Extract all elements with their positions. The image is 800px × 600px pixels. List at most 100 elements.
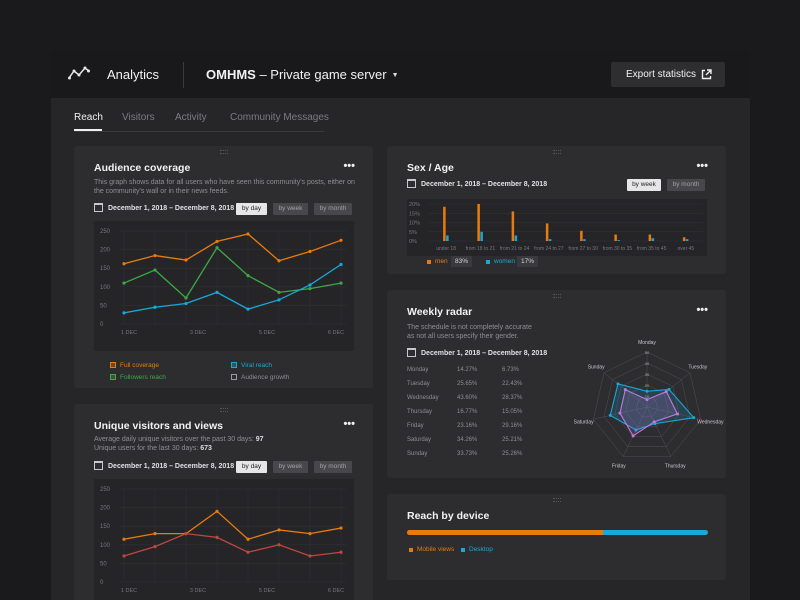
x-tick-label: from 30 to 35 bbox=[603, 246, 633, 252]
radar-axis-label: Monday bbox=[638, 340, 656, 346]
legend-men[interactable]: men bbox=[427, 258, 448, 265]
date-range[interactable]: December 1, 2018 – December 8, 2018 bbox=[407, 348, 547, 357]
radar-series-1 bbox=[619, 388, 679, 437]
tab-reach[interactable]: Reach bbox=[74, 112, 103, 123]
legend-followers-reach[interactable]: Followers reach bbox=[110, 374, 166, 381]
tab-community-messages[interactable]: Community Messages bbox=[230, 112, 329, 123]
radar-tick-label: 40 bbox=[645, 361, 650, 366]
legend-viral-reach[interactable]: Viral reach bbox=[231, 362, 272, 369]
more-dots-icon[interactable]: ••• bbox=[696, 160, 708, 172]
more-dots-icon[interactable]: ••• bbox=[343, 418, 355, 430]
drag-handle-icon[interactable] bbox=[552, 150, 561, 154]
radar-axis-label: Wednesday bbox=[697, 419, 724, 425]
unique-line-chart: 0 50 100 150 200 250 1 DEC 3 DEC 5 DEC 6 DEC bbox=[100, 487, 346, 594]
legend-swatch bbox=[231, 362, 237, 368]
drag-handle-icon[interactable] bbox=[552, 498, 561, 502]
period-by-week[interactable]: by week bbox=[273, 203, 308, 215]
radar-point bbox=[634, 428, 638, 432]
data-point bbox=[153, 305, 157, 309]
day-cell: Wednesday bbox=[407, 395, 439, 401]
value-cell: 22.43% bbox=[502, 381, 523, 387]
legend-desktop[interactable]: Desktop bbox=[461, 546, 493, 553]
period-by-day[interactable]: by day bbox=[236, 461, 267, 473]
data-point bbox=[215, 290, 219, 294]
project-name: OMHMS bbox=[206, 67, 256, 82]
day-cell: Monday bbox=[407, 367, 429, 373]
series-line-0 bbox=[123, 510, 342, 540]
radar-axis-label: Saturday bbox=[574, 419, 595, 425]
desc-value: 97 bbox=[255, 436, 264, 443]
project-suffix: – Private game server bbox=[255, 67, 387, 82]
data-point bbox=[308, 287, 312, 291]
radar-point bbox=[667, 387, 671, 391]
value-cell: 34.26% bbox=[457, 437, 478, 443]
tab-activity[interactable]: Activity bbox=[175, 112, 207, 123]
y-tick-label: 10% bbox=[409, 221, 420, 227]
radar-tick-label: 30 bbox=[645, 372, 650, 377]
y-tick-label: 0 bbox=[100, 322, 104, 328]
bar-women bbox=[446, 235, 449, 241]
period-by-month[interactable]: by month bbox=[667, 179, 705, 191]
period-by-week[interactable]: by week bbox=[627, 179, 661, 191]
audience-chart: 0 50 100 150 200 250 1 DEC 3 DEC 5 DEC 6 DEC bbox=[94, 221, 354, 351]
data-point bbox=[153, 253, 157, 258]
data-point bbox=[153, 268, 157, 272]
radar-point bbox=[608, 413, 612, 417]
value-cell: 43.60% bbox=[457, 395, 478, 401]
y-tick-label: 200 bbox=[100, 506, 111, 512]
y-tick-label: 150 bbox=[100, 524, 111, 530]
radar-point bbox=[618, 411, 622, 415]
header-divider bbox=[183, 62, 184, 88]
date-range[interactable]: December 1, 2018 – December 8, 2018 bbox=[94, 203, 234, 212]
legend-women[interactable]: women bbox=[486, 258, 515, 265]
radar-axis-label: Friday bbox=[612, 464, 626, 470]
card-title: Sex / Age bbox=[407, 162, 454, 174]
data-point bbox=[153, 532, 157, 536]
legend-mobile-views[interactable]: Mobile views bbox=[409, 546, 454, 553]
legend-men-value: 83% bbox=[451, 256, 473, 267]
legend-label: men bbox=[435, 258, 448, 265]
bar-women bbox=[583, 239, 586, 241]
bar-men bbox=[682, 237, 686, 241]
legend-audience-growth[interactable]: Audience growth bbox=[231, 374, 289, 381]
drag-handle-icon[interactable] bbox=[552, 294, 561, 298]
legend-full-coverage[interactable]: Full coverage bbox=[110, 362, 159, 369]
more-dots-icon[interactable]: ••• bbox=[696, 304, 708, 316]
radar-point bbox=[631, 434, 635, 438]
tab-visitors[interactable]: Visitors bbox=[122, 112, 155, 123]
data-point bbox=[215, 239, 219, 244]
unique-chart: 0 50 100 150 200 250 1 DEC 3 DEC 5 DEC 6 DEC bbox=[94, 479, 354, 600]
period-by-month[interactable]: by month bbox=[314, 461, 352, 473]
card-description: This graph shows data for all users who … bbox=[94, 179, 355, 195]
drag-handle-icon[interactable] bbox=[219, 150, 228, 154]
calendar-icon bbox=[94, 203, 103, 212]
data-point bbox=[246, 274, 250, 278]
calendar-icon bbox=[407, 348, 416, 357]
date-range[interactable]: December 1, 2018 – December 8, 2018 bbox=[94, 461, 234, 470]
card-description: Average daily unique visitors over the p… bbox=[94, 435, 359, 453]
date-range[interactable]: December 1, 2018 – December 8, 2018 bbox=[407, 179, 547, 188]
more-dots-icon[interactable]: ••• bbox=[343, 160, 355, 172]
radar-grid-ring bbox=[636, 395, 658, 418]
data-point bbox=[184, 258, 188, 262]
desc-value: 673 bbox=[200, 445, 212, 452]
radar-tick-label: 50 bbox=[645, 350, 650, 355]
period-by-week[interactable]: by week bbox=[273, 461, 308, 473]
data-point bbox=[246, 537, 250, 541]
export-statistics-button[interactable]: Export statistics bbox=[611, 62, 725, 87]
project-selector[interactable]: OMHMS – Private game server ▼ bbox=[206, 67, 399, 82]
x-tick-label: from 35 to 45 bbox=[637, 246, 667, 252]
legend-label: Viral reach bbox=[241, 362, 272, 369]
y-tick-label: 150 bbox=[100, 266, 111, 272]
data-point bbox=[184, 532, 188, 536]
period-by-month[interactable]: by month bbox=[314, 203, 352, 215]
data-point bbox=[153, 545, 157, 549]
x-tick-label: over 45 bbox=[678, 246, 695, 252]
value-cell: 33.73% bbox=[457, 451, 478, 457]
value-cell: 28.37% bbox=[502, 395, 523, 401]
period-by-day[interactable]: by day bbox=[236, 203, 267, 215]
drag-handle-icon[interactable] bbox=[219, 408, 228, 412]
y-tick-label: 250 bbox=[100, 229, 111, 235]
value-cell: 14.27% bbox=[457, 367, 478, 373]
legend-swatch bbox=[427, 260, 431, 264]
